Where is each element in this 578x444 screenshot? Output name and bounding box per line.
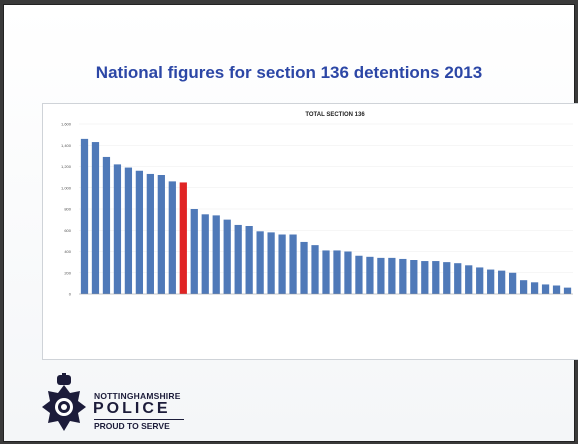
bar-15	[245, 226, 253, 294]
bar-22	[322, 250, 330, 294]
bar-4	[124, 167, 133, 294]
bar-8	[168, 181, 176, 295]
bar-34	[454, 263, 462, 294]
y-tick-label-0: 0	[69, 292, 72, 297]
bar-25	[355, 255, 363, 294]
bar-16	[256, 231, 264, 294]
bar-6	[146, 173, 154, 294]
bar-32	[432, 261, 440, 294]
bar-41	[530, 282, 539, 294]
logo-county-text: NOTTINGHAMSHIRE	[94, 391, 181, 401]
logo-police-text: POLICE	[93, 400, 171, 417]
police-logo: NOTTINGHAMSHIRE POLICE PROUD TO SERVE	[40, 373, 210, 435]
y-tick-label-7: 1,400	[61, 143, 72, 148]
bar-18	[278, 234, 286, 294]
bar-layer	[80, 138, 572, 295]
bar-31	[421, 261, 429, 294]
chart-title: TOTAL SECTION 136	[305, 112, 365, 118]
bar-37	[487, 269, 495, 294]
bar-7	[157, 175, 165, 294]
y-tick-label-2: 400	[64, 249, 71, 254]
bar-33	[443, 262, 451, 295]
bar-36	[476, 267, 484, 294]
chart: TOTAL SECTION 136 0 200 400 600 800 1,000 1,20…	[42, 103, 578, 360]
bar-19	[289, 234, 297, 294]
bar-2	[102, 156, 111, 294]
y-tick-label-1: 200	[64, 270, 71, 275]
bar-39	[509, 272, 517, 294]
logo-motto-text: PROUD TO SERVE	[94, 421, 170, 431]
bar-26	[366, 256, 374, 294]
y-tick-label-3: 600	[64, 228, 71, 233]
bar-43	[552, 285, 561, 294]
bar-chart-svg: TOTAL SECTION 136 0 200 400 600 800 1,000 1,20…	[61, 112, 573, 297]
bar-29	[399, 258, 407, 294]
bar-35	[465, 265, 473, 294]
bar-27	[377, 257, 385, 295]
bar-23	[333, 250, 341, 294]
bar-28	[388, 257, 396, 295]
bar-11	[201, 214, 209, 294]
bar-1	[91, 142, 100, 294]
bar-44	[563, 287, 572, 295]
y-tick-label-6: 1,200	[61, 164, 72, 169]
bar-21	[311, 245, 319, 295]
bar-12	[212, 215, 220, 295]
bar-10	[190, 209, 198, 294]
bar-20	[300, 241, 308, 294]
y-tick-label-5: 1,000	[61, 185, 72, 190]
bar-3	[113, 164, 122, 295]
bar-17	[267, 232, 275, 295]
bar-40	[519, 280, 528, 294]
bar-13	[223, 219, 231, 295]
slide-title: National figures for section 136 detenti…	[95, 63, 483, 82]
bar-38	[498, 270, 506, 295]
y-tick-label-4: 800	[64, 207, 71, 212]
y-tick-layer: 0 200 400 600 800 1,000 1,200 1,400 1,600	[61, 122, 72, 297]
slide: National figures for section 136 detenti…	[3, 4, 578, 442]
police-crest-icon	[42, 373, 86, 431]
bar-5	[135, 170, 144, 294]
bar-0	[80, 138, 89, 295]
logo-divider	[94, 419, 184, 420]
bar-highlighted	[179, 182, 187, 294]
bar-42	[541, 284, 550, 294]
y-tick-label-8: 1,600	[61, 122, 72, 127]
bar-24	[344, 251, 352, 294]
bar-14	[234, 224, 242, 294]
bar-30	[410, 260, 418, 294]
